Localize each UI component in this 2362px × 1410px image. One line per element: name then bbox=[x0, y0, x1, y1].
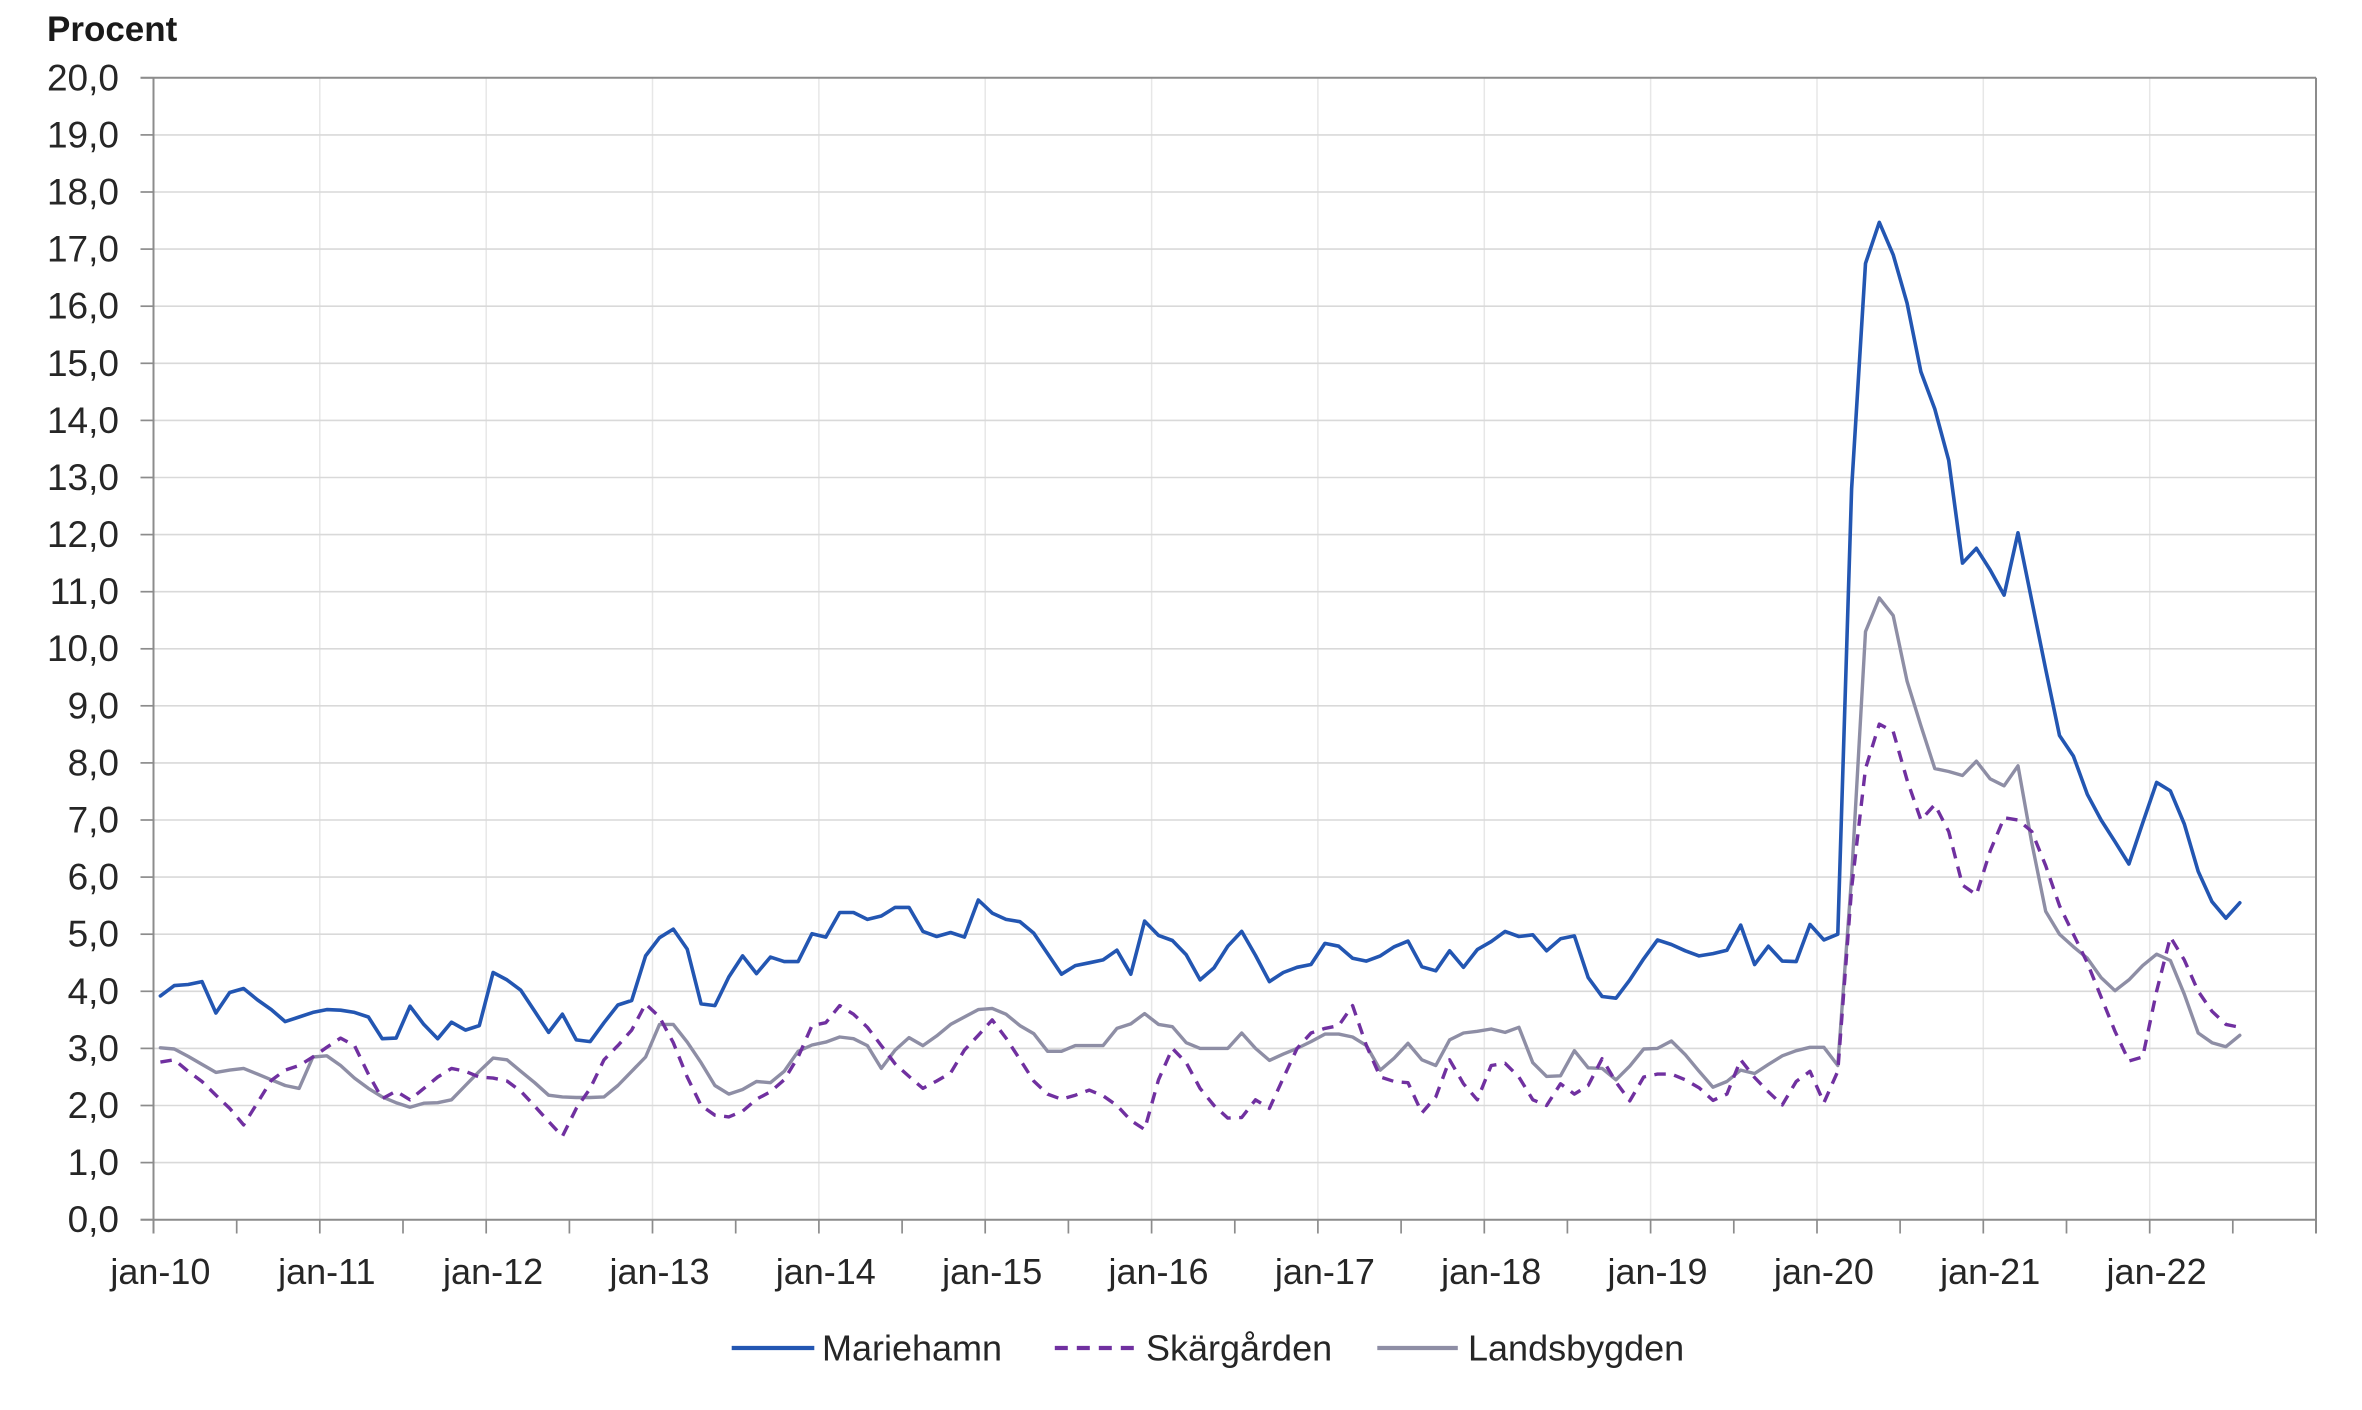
svg-text:8,0: 8,0 bbox=[68, 742, 119, 783]
svg-text:jan-10: jan-10 bbox=[109, 1251, 210, 1292]
svg-text:13,0: 13,0 bbox=[47, 457, 119, 498]
svg-text:Mariehamn: Mariehamn bbox=[822, 1328, 1002, 1369]
svg-text:7,0: 7,0 bbox=[68, 800, 119, 841]
svg-text:17,0: 17,0 bbox=[47, 229, 119, 270]
svg-text:Procent: Procent bbox=[47, 10, 178, 49]
svg-text:jan-15: jan-15 bbox=[941, 1251, 1042, 1292]
svg-text:jan-19: jan-19 bbox=[1606, 1251, 1707, 1292]
svg-text:1,0: 1,0 bbox=[68, 1142, 119, 1183]
svg-text:jan-13: jan-13 bbox=[608, 1251, 709, 1292]
svg-text:3,0: 3,0 bbox=[68, 1028, 119, 1069]
svg-text:Landsbygden: Landsbygden bbox=[1468, 1328, 1684, 1369]
svg-text:4,0: 4,0 bbox=[68, 971, 119, 1012]
svg-text:jan-16: jan-16 bbox=[1107, 1251, 1208, 1292]
svg-text:0,0: 0,0 bbox=[68, 1199, 119, 1240]
svg-text:20,0: 20,0 bbox=[47, 57, 119, 98]
svg-text:16,0: 16,0 bbox=[47, 286, 119, 327]
svg-text:18,0: 18,0 bbox=[47, 172, 119, 213]
svg-text:5,0: 5,0 bbox=[68, 914, 119, 955]
svg-text:10,0: 10,0 bbox=[47, 628, 119, 669]
svg-text:12,0: 12,0 bbox=[47, 514, 119, 555]
svg-text:jan-17: jan-17 bbox=[1274, 1251, 1375, 1292]
svg-text:jan-12: jan-12 bbox=[442, 1251, 543, 1292]
svg-text:jan-22: jan-22 bbox=[2106, 1251, 2207, 1292]
svg-text:Skärgården: Skärgården bbox=[1146, 1328, 1332, 1369]
svg-text:jan-21: jan-21 bbox=[1939, 1251, 2040, 1292]
svg-text:6,0: 6,0 bbox=[68, 857, 119, 898]
svg-text:15,0: 15,0 bbox=[47, 343, 119, 384]
svg-text:19,0: 19,0 bbox=[47, 114, 119, 155]
svg-text:jan-11: jan-11 bbox=[277, 1251, 375, 1292]
svg-text:jan-18: jan-18 bbox=[1440, 1251, 1541, 1292]
svg-text:11,0: 11,0 bbox=[50, 571, 119, 612]
svg-text:9,0: 9,0 bbox=[68, 685, 119, 726]
svg-text:2,0: 2,0 bbox=[68, 1085, 119, 1126]
svg-text:jan-20: jan-20 bbox=[1773, 1251, 1874, 1292]
svg-text:jan-14: jan-14 bbox=[775, 1251, 876, 1292]
svg-text:14,0: 14,0 bbox=[47, 400, 119, 441]
